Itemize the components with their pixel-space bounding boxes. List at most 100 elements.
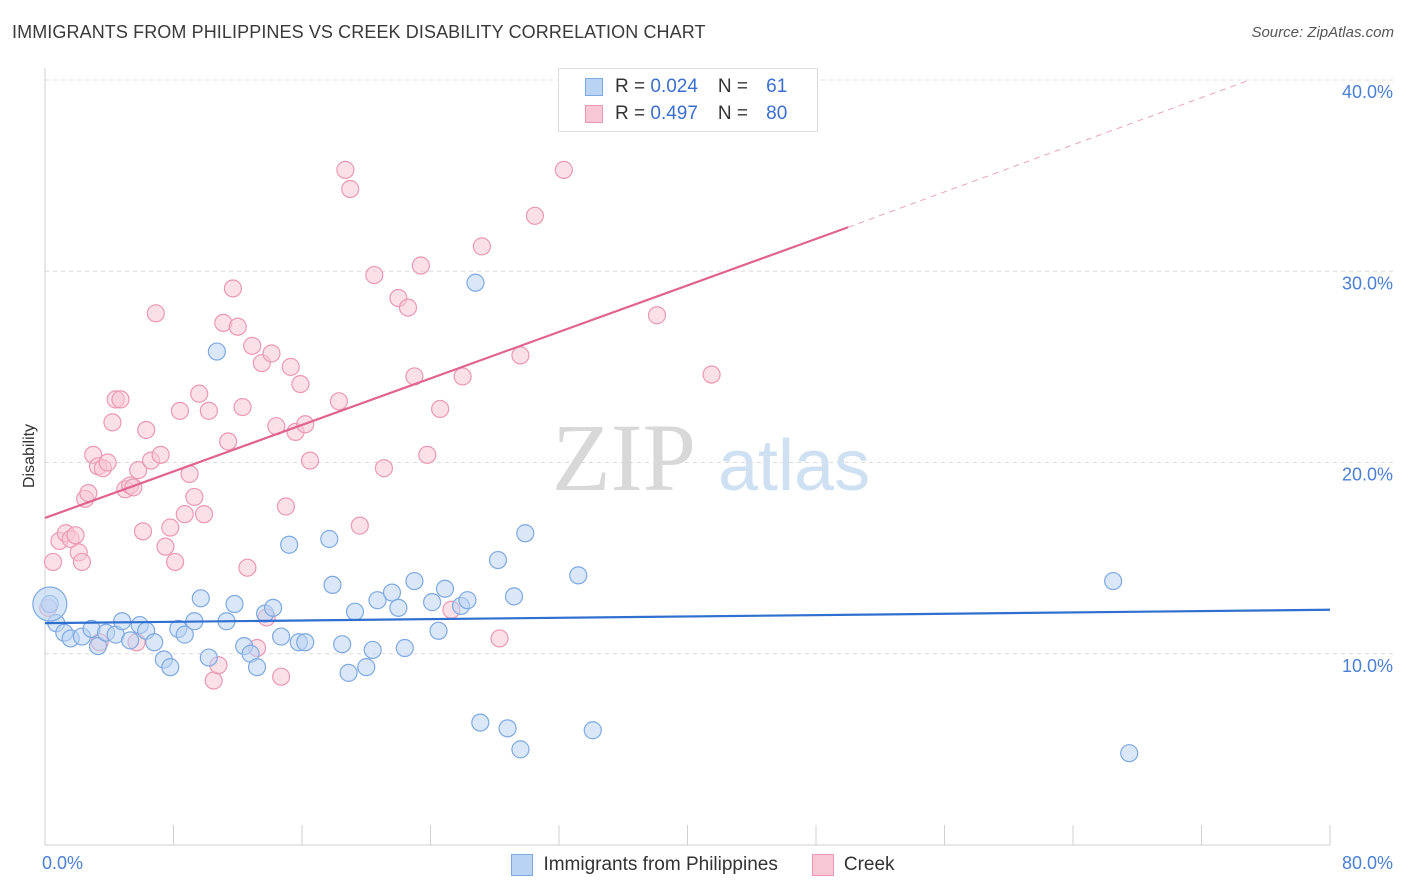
creek-point — [702, 365, 721, 384]
stats-r-value: 0.497 — [650, 103, 698, 124]
creek-point — [341, 179, 360, 199]
philippines-point — [345, 602, 365, 621]
philippines-point — [280, 535, 299, 554]
source-label: Source: ZipAtlas.com — [1251, 24, 1394, 41]
philippines-point — [339, 663, 358, 682]
philippines-point — [199, 648, 218, 667]
philippines-point — [225, 594, 244, 614]
creek-point — [111, 390, 130, 409]
trend-lines — [44, 79, 1331, 625]
y-tick-label: 10.0% — [1342, 656, 1393, 676]
watermark-atlas: atlas — [718, 426, 870, 506]
stats-r-value: 0.024 — [650, 76, 698, 97]
philippines-point — [471, 713, 490, 732]
creek-point — [137, 420, 156, 440]
axis-layer: 10.0% 20.0% 30.0% 40.0% 0.0% 80.0% — [42, 68, 1393, 873]
legend: Immigrants from Philippines Creek — [0, 850, 1406, 880]
creek-point — [490, 629, 509, 648]
creek-point — [291, 374, 310, 394]
philippines-point — [121, 631, 140, 650]
legend-swatch-pink — [811, 854, 834, 876]
philippines-point — [1120, 744, 1139, 763]
creek-point — [103, 413, 122, 432]
creek-point — [431, 399, 450, 419]
philippines-point — [389, 598, 408, 617]
creek-point — [243, 336, 262, 355]
creek-point — [281, 357, 300, 376]
philippines-point — [511, 740, 530, 759]
creek-point — [166, 552, 185, 572]
creek-point — [511, 346, 530, 365]
philippines-point — [516, 524, 535, 543]
philippines-point — [333, 635, 352, 654]
creek-point — [228, 317, 247, 336]
philippines-point — [263, 598, 283, 617]
philippines-point — [435, 579, 455, 598]
philippines-point — [423, 593, 442, 612]
philippines-point — [363, 640, 382, 660]
philippines-point — [382, 583, 402, 602]
creek-point — [43, 552, 63, 572]
legend-label: Creek — [843, 854, 895, 875]
creek-point — [98, 453, 117, 472]
creek-point — [300, 451, 320, 470]
philippines-point — [368, 591, 387, 610]
philippines-point — [569, 566, 588, 585]
watermark: ZIP atlas — [552, 404, 870, 511]
stats-swatch-blue — [585, 78, 603, 96]
creek-point — [525, 206, 545, 225]
philippines-point — [395, 638, 414, 658]
stats-n-label: N = — [717, 103, 754, 124]
creek-point — [194, 505, 214, 524]
legend-label: Immigrants from Philippines — [543, 854, 778, 875]
watermark-zip: ZIP — [552, 404, 696, 511]
y-tick-label: 40.0% — [1342, 82, 1393, 102]
stats-box: R = 0.024 N = 61 R = 0.497 N = 80 — [558, 68, 818, 132]
legend-item-creek[interactable]: Creek — [811, 854, 895, 876]
creek-point — [146, 304, 165, 323]
philippines-point — [583, 721, 602, 740]
stats-swatch-pink — [585, 105, 603, 123]
y-tick-label: 30.0% — [1342, 273, 1393, 293]
creek-point — [329, 392, 349, 411]
creek-point — [204, 671, 223, 690]
philippines-point — [207, 342, 226, 361]
philippines-point — [247, 658, 267, 677]
creek-point — [365, 265, 384, 285]
stats-n-label: N = — [717, 76, 754, 97]
philippines-point — [488, 550, 508, 570]
creek-point — [66, 526, 85, 545]
philippines-point — [145, 633, 164, 652]
creek-point — [219, 432, 238, 451]
philippines-point — [161, 658, 180, 677]
creek-point — [398, 298, 418, 317]
creek-point — [129, 461, 148, 480]
legend-swatch-blue — [511, 854, 534, 876]
creek-point — [647, 306, 667, 325]
creek-point — [233, 397, 252, 417]
philippines-point — [498, 719, 517, 738]
philippines-point-large — [32, 586, 68, 622]
philippines-point — [405, 571, 424, 591]
creek-point — [199, 401, 218, 420]
creek-point — [554, 160, 573, 179]
creek-point — [411, 256, 430, 275]
philippines-point — [175, 625, 194, 644]
chart-title: IMMIGRANTS FROM PHILIPPINES VS CREEK DIS… — [12, 22, 706, 42]
creek-point — [336, 160, 355, 179]
creek-point — [472, 237, 491, 256]
creek-point — [156, 537, 175, 556]
stats-r-label: R = — [615, 103, 651, 124]
stats-r-label: R = — [615, 76, 651, 97]
creek-point — [418, 445, 437, 464]
creek-point — [124, 478, 143, 497]
x-tick-label: 80.0% — [1342, 853, 1393, 873]
creek-trend-extension — [847, 79, 1250, 228]
creek-point — [223, 279, 243, 298]
legend-item-philippines[interactable]: Immigrants from Philippines — [511, 854, 778, 876]
creek-point — [175, 505, 194, 524]
philippines-trend-line — [44, 608, 1331, 625]
creek-point — [72, 552, 92, 572]
creek-point — [262, 344, 281, 363]
philippines-point — [323, 575, 342, 595]
